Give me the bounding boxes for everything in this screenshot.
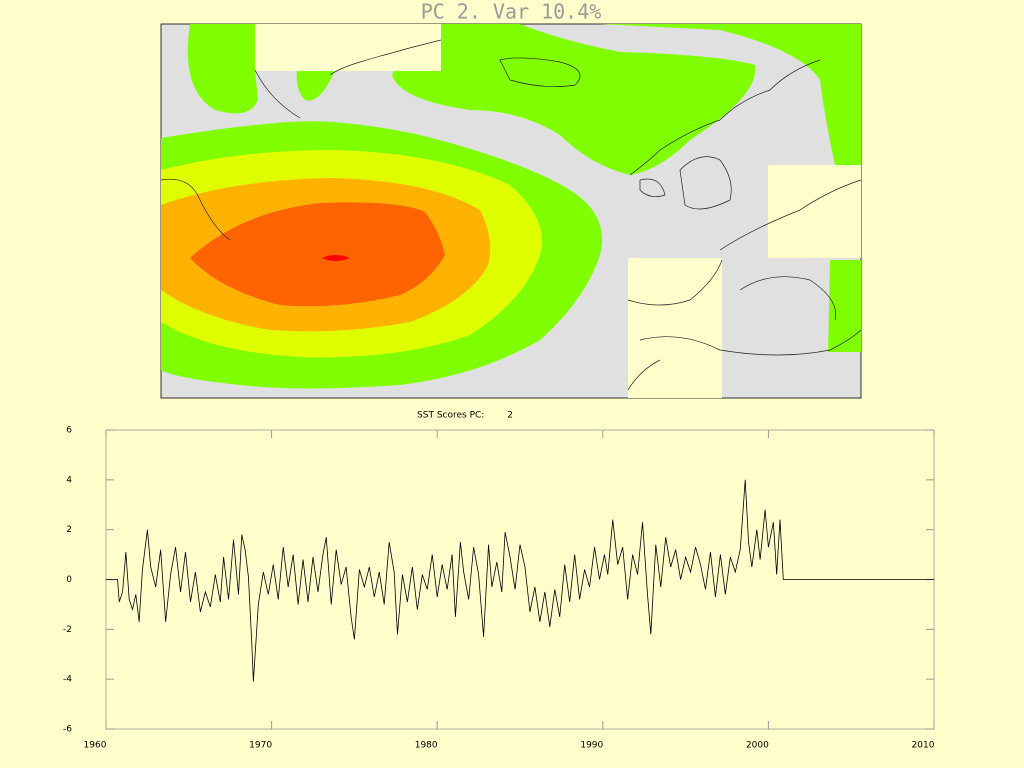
chart-title: SST Scores PC: 2	[417, 411, 513, 421]
x-tick-label: 1970	[249, 741, 272, 751]
coastline	[160, 39, 862, 391]
x-tick-label: 2010	[912, 741, 935, 751]
y-tick-label: -2	[63, 625, 72, 635]
map-title: PC 2. Var 10.4%	[421, 0, 602, 24]
y-tick-label: 2	[66, 525, 72, 535]
masked-area	[768, 165, 861, 258]
x-tick-label: 2000	[746, 741, 769, 751]
x-tick-label: 1980	[415, 741, 438, 751]
contour-green	[600, 24, 861, 165]
contour-level-5	[322, 255, 350, 261]
contour-green	[187, 24, 258, 114]
x-tick-label: 1960	[84, 741, 107, 751]
masked-area	[628, 258, 722, 398]
y-tick-label: -6	[63, 725, 72, 735]
contour-green	[828, 260, 861, 352]
contour-green	[392, 24, 756, 175]
masked-area	[255, 24, 441, 71]
y-tick-label: -4	[63, 675, 72, 685]
series-line	[106, 479, 934, 682]
y-tick-label: 0	[66, 575, 72, 585]
map: PC 2. Var 10.4%	[160, 0, 862, 399]
y-tick-label: 6	[66, 426, 72, 436]
time-series-chart: SST Scores PC: 2 -6 -4 -2 0 2 4 6 1960 1970 1980 1…	[63, 411, 935, 751]
contour-green	[296, 70, 335, 101]
x-tick-label: 1990	[580, 741, 603, 751]
y-tick-label: 4	[66, 475, 72, 485]
contour-level-4	[190, 202, 445, 307]
